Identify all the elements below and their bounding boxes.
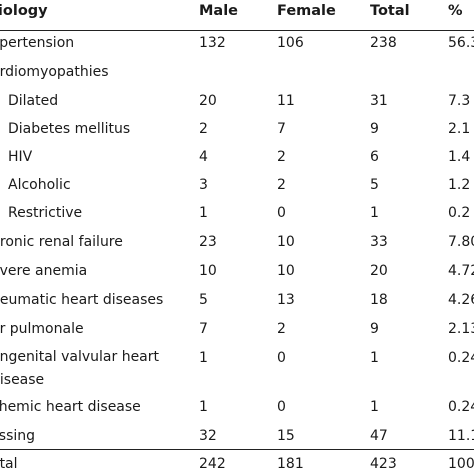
row-etiology: chemic heart disease bbox=[0, 399, 141, 415]
row-total: 1 bbox=[370, 399, 379, 415]
row-etiology: ypertension bbox=[0, 35, 75, 51]
row-etiology: HIV bbox=[8, 149, 33, 165]
row-male: 2 bbox=[199, 121, 208, 137]
row-male: 132 bbox=[199, 35, 226, 51]
row-percent: 1.2 bbox=[448, 177, 471, 193]
header-percent: % bbox=[448, 3, 463, 19]
row-male: 32 bbox=[199, 428, 217, 444]
row-male: 1 bbox=[199, 399, 208, 415]
row-male: 3 bbox=[199, 177, 208, 193]
row-female: 181 bbox=[277, 456, 304, 472]
row-etiology: ongenital valvular heart disease bbox=[0, 349, 160, 388]
row-female: 0 bbox=[277, 205, 286, 221]
row-percent: 2.13 bbox=[448, 321, 474, 337]
total-divider bbox=[0, 449, 474, 450]
row-etiology: Dilated bbox=[8, 93, 59, 109]
row-percent: 0.2 bbox=[448, 205, 471, 221]
row-etiology: Alcoholic bbox=[8, 177, 71, 193]
row-male: 7 bbox=[199, 321, 208, 337]
row-male: 4 bbox=[199, 149, 208, 165]
row-total: 1 bbox=[370, 350, 379, 366]
row-percent: 0.24 bbox=[448, 350, 474, 366]
row-male: 20 bbox=[199, 93, 217, 109]
header-total: Total bbox=[370, 3, 410, 19]
row-female: 10 bbox=[277, 234, 295, 250]
row-male: 242 bbox=[199, 456, 226, 472]
row-percent: 1.4 bbox=[448, 149, 471, 165]
row-female: 7 bbox=[277, 121, 286, 137]
row-etiology: hronic renal failure bbox=[0, 234, 123, 250]
row-total: 33 bbox=[370, 234, 388, 250]
row-percent: 2.1 bbox=[448, 121, 471, 137]
row-male: 1 bbox=[199, 205, 208, 221]
row-etiology: Restrictive bbox=[8, 205, 83, 221]
row-male: 1 bbox=[199, 350, 208, 366]
row-female: 2 bbox=[277, 149, 286, 165]
row-total: 6 bbox=[370, 149, 379, 165]
row-etiology: evere anemia bbox=[0, 263, 88, 279]
row-female: 10 bbox=[277, 263, 295, 279]
row-etiology: otal bbox=[0, 456, 18, 472]
header-divider bbox=[0, 30, 474, 31]
row-percent: 56.3 bbox=[448, 35, 474, 51]
row-female: 13 bbox=[277, 292, 295, 308]
row-total: 9 bbox=[370, 121, 379, 137]
row-total: 423 bbox=[370, 456, 397, 472]
row-total: 31 bbox=[370, 93, 388, 109]
row-total: 47 bbox=[370, 428, 388, 444]
row-etiology: or pulmonale bbox=[0, 321, 84, 337]
row-percent: 0.24 bbox=[448, 399, 474, 415]
row-total: 1 bbox=[370, 205, 379, 221]
row-percent: 7.80 bbox=[448, 234, 474, 250]
row-percent: 7.3 bbox=[448, 93, 471, 109]
row-female: 15 bbox=[277, 428, 295, 444]
row-percent: 4.26 bbox=[448, 292, 474, 308]
row-male: 10 bbox=[199, 263, 217, 279]
row-female: 11 bbox=[277, 93, 295, 109]
row-percent: 11.1 bbox=[448, 428, 474, 444]
row-etiology: lissing bbox=[0, 428, 36, 444]
header-female: Female bbox=[277, 3, 336, 19]
row-percent: 100 bbox=[448, 456, 474, 472]
row-female: 0 bbox=[277, 350, 286, 366]
row-male: 5 bbox=[199, 292, 208, 308]
row-etiology: ardiomyopathies bbox=[0, 64, 109, 80]
row-total: 9 bbox=[370, 321, 379, 337]
row-etiology: Diabetes mellitus bbox=[8, 121, 131, 137]
row-female: 106 bbox=[277, 35, 304, 51]
row-female: 0 bbox=[277, 399, 286, 415]
row-female: 2 bbox=[277, 177, 286, 193]
header-male: Male bbox=[199, 3, 239, 19]
row-male: 23 bbox=[199, 234, 217, 250]
row-total: 5 bbox=[370, 177, 379, 193]
row-total: 20 bbox=[370, 263, 388, 279]
header-etiology: tiology bbox=[0, 3, 48, 19]
row-percent: 4.72 bbox=[448, 263, 474, 279]
row-etiology: heumatic heart diseases bbox=[0, 292, 164, 308]
row-total: 18 bbox=[370, 292, 388, 308]
row-total: 238 bbox=[370, 35, 397, 51]
row-female: 2 bbox=[277, 321, 286, 337]
